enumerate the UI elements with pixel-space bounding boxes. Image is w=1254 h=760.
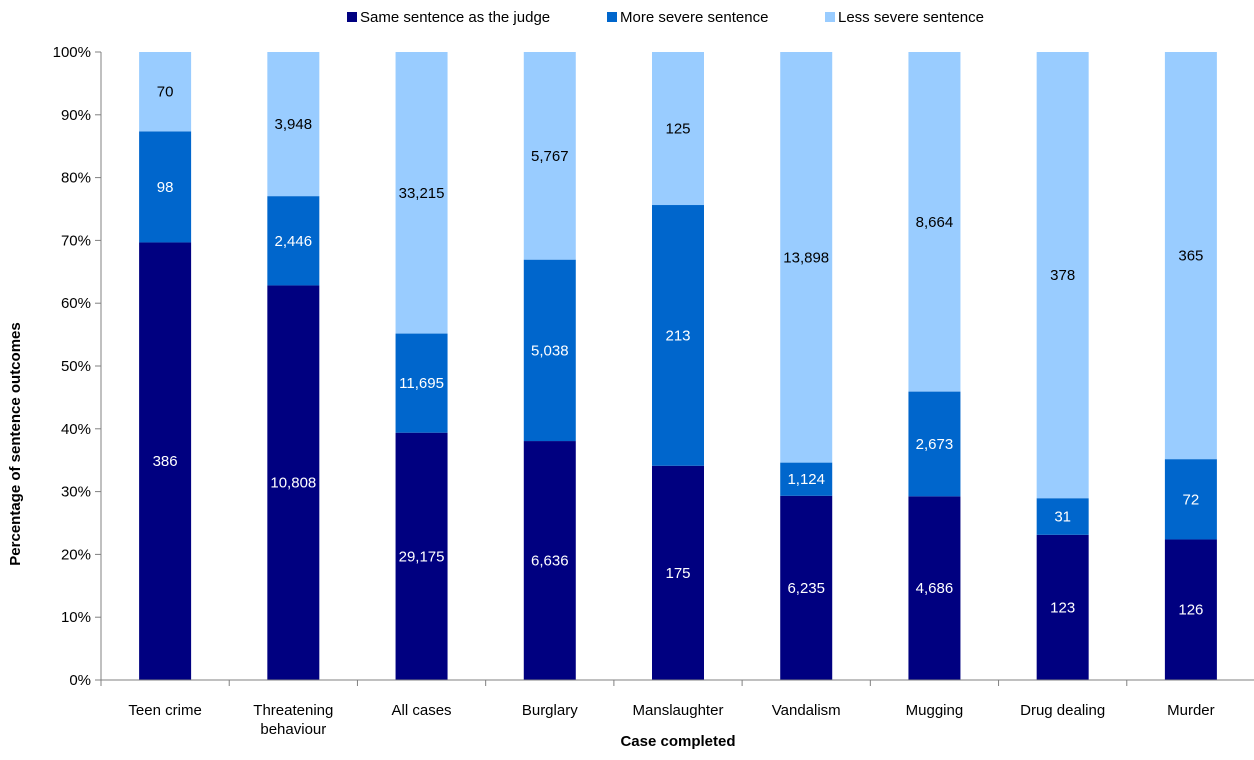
data-label: 8,664	[916, 214, 954, 231]
y-tick-label: 30%	[61, 484, 91, 501]
data-label: 6,636	[531, 553, 569, 570]
bar-segment	[780, 52, 833, 463]
y-tick-label: 60%	[61, 295, 91, 312]
data-label: 31	[1054, 509, 1071, 526]
x-tick-label: Murder	[1167, 702, 1215, 719]
y-tick-label: 100%	[53, 44, 91, 61]
bar-segment	[1164, 459, 1217, 540]
y-tick-label: 40%	[61, 421, 91, 438]
bar-segment	[395, 333, 448, 433]
data-label: 1,124	[787, 471, 825, 488]
data-label: 98	[157, 179, 174, 196]
bars: 386 98 70 10,808 2,446 3,948 29,175 11,695 33,21…	[139, 52, 1217, 680]
y-axis-title: Percentage of sentence outcomes	[7, 322, 24, 565]
data-label: 11,695	[399, 375, 444, 392]
legend-label: Less severe sentence	[838, 9, 984, 26]
data-label: 386	[153, 453, 178, 470]
data-label: 6,235	[787, 580, 825, 597]
data-label: 33,215	[399, 185, 445, 202]
x-axis: Teen crime Threatening behaviour All cases B…	[100, 679, 1254, 738]
x-tick-label: Manslaughter	[633, 702, 724, 719]
data-label: 13,898	[783, 249, 829, 266]
bar-segment	[908, 52, 961, 392]
bar-segment	[395, 52, 448, 334]
bar-segment	[395, 432, 448, 680]
legend-swatch	[825, 12, 835, 22]
data-label: 213	[665, 327, 690, 344]
legend: Same sentence as the judge More severe se…	[347, 9, 984, 26]
data-label: 125	[665, 121, 690, 138]
bar-segment	[267, 52, 320, 197]
legend-swatch	[607, 12, 617, 22]
y-tick-label: 80%	[61, 170, 91, 187]
bar-segment	[652, 205, 704, 466]
y-tick-label: 10%	[61, 609, 91, 626]
data-label: 3,948	[275, 116, 313, 133]
data-label: 365	[1178, 248, 1203, 265]
legend-label: Same sentence as the judge	[360, 9, 550, 26]
legend-label: More severe sentence	[620, 9, 768, 26]
x-axis-title: Case completed	[620, 733, 735, 750]
y-tick-label: 50%	[61, 358, 91, 375]
bar-segment	[908, 496, 961, 680]
y-tick-label: 90%	[61, 107, 91, 124]
data-label: 70	[157, 84, 174, 101]
bar-segment	[139, 131, 192, 243]
bar-segment	[267, 196, 320, 286]
data-label: 126	[1178, 602, 1203, 619]
data-label: 10,808	[270, 475, 316, 492]
data-label: 2,673	[916, 436, 954, 453]
legend-swatch	[347, 12, 357, 22]
data-label: 5,767	[531, 148, 569, 165]
bar-segment	[1036, 534, 1089, 680]
data-label: 175	[665, 565, 690, 582]
x-tick-label: Mugging	[906, 702, 964, 719]
y-tick-label: 20%	[61, 546, 91, 563]
data-label: 4,686	[916, 580, 954, 597]
y-tick-label: 0%	[69, 672, 91, 689]
bar-segment	[652, 52, 704, 206]
bar-segment	[139, 52, 192, 132]
bar-segment	[1036, 498, 1089, 535]
bar-segment	[1164, 52, 1217, 460]
data-label: 2,446	[275, 233, 313, 250]
bar-segment	[652, 465, 704, 680]
x-tick-label: All cases	[392, 702, 452, 719]
bar-segment	[139, 242, 192, 680]
bar-segment	[523, 52, 576, 260]
bar-segment	[523, 441, 576, 680]
data-label: 5,038	[531, 342, 569, 359]
x-tick-label: Threatening behaviour	[253, 702, 333, 738]
x-tick-label: Drug dealing	[1020, 702, 1105, 719]
bar-segment	[1036, 52, 1089, 499]
x-tick-label: Burglary	[522, 702, 578, 719]
data-label: 29,175	[399, 548, 445, 565]
bar-segment	[908, 391, 961, 497]
x-tick-label: Teen crime	[128, 702, 201, 719]
bar-segment	[1164, 539, 1217, 680]
data-label: 72	[1183, 491, 1200, 508]
bar-segment	[780, 462, 833, 496]
bar-segment	[267, 285, 320, 680]
data-label: 123	[1050, 599, 1075, 616]
y-tick-label: 70%	[61, 232, 91, 249]
x-tick-label: Vandalism	[772, 702, 841, 719]
bar-segment	[780, 495, 833, 680]
bar-segment	[523, 259, 576, 442]
y-axis: 0% 10% 20% 30% 40% 50% 60% 70% 80% 90% 100%	[53, 44, 102, 689]
data-label: 378	[1050, 267, 1075, 284]
